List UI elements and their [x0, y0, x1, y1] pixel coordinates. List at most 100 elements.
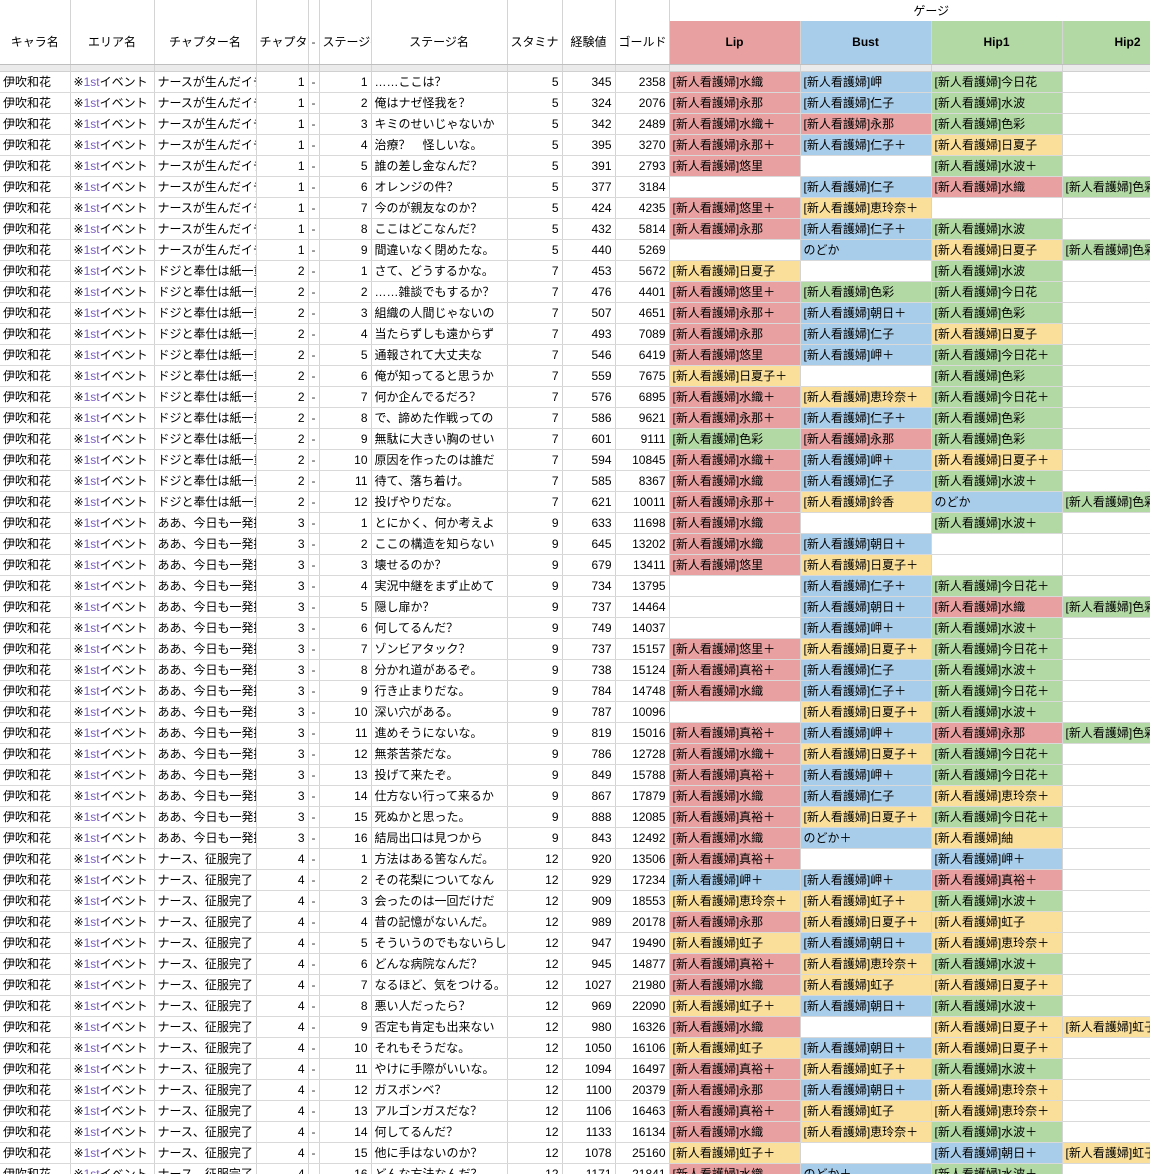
cell-stamina[interactable]: 12	[507, 1163, 563, 1174]
cell-stage-name[interactable]: とにかく、何か考えよ	[371, 512, 508, 534]
cell-gauge-hip2[interactable]	[1062, 71, 1150, 93]
cell-chapter-no[interactable]: 3	[256, 575, 309, 597]
cell-chapter-no[interactable]: 4	[256, 995, 309, 1017]
cell-gauge-lip[interactable]: [新人看護婦]水織＋	[669, 743, 801, 765]
cell-gold[interactable]: 14877	[615, 953, 670, 975]
cell-chapter-name[interactable]: ナースが生んだイチモ	[154, 239, 257, 261]
cell-gold[interactable]: 16134	[615, 1121, 670, 1143]
cell-gauge-hip1[interactable]: のどか	[931, 491, 1063, 513]
cell-gauge-lip[interactable]: [新人看護婦]日夏子＋	[669, 365, 801, 387]
table-row[interactable]: 伊吹和花※1stイベントああ、今日も一発捴れ3-14仕方ない行って来るか9867…	[0, 785, 1150, 807]
cell-gauge-hip2[interactable]: [新人看護婦]色彩	[1062, 491, 1150, 513]
cell-gauge-hip1[interactable]: [新人看護婦]恵玲奈＋	[931, 1079, 1063, 1101]
cell-stamina[interactable]: 12	[507, 932, 563, 954]
cell-chara-name[interactable]: 伊吹和花	[0, 71, 71, 93]
cell-stage-no[interactable]: 13	[319, 764, 372, 786]
cell-gold[interactable]: 2793	[615, 155, 670, 177]
cell-chapter-name[interactable]: ああ、今日も一発捴れ	[154, 617, 257, 639]
cell-gauge-bust[interactable]: [新人看護婦]仁子	[800, 659, 932, 681]
cell-chapter-no[interactable]: 2	[256, 407, 309, 429]
cell-stage-name[interactable]: 投げやりだな。	[371, 491, 508, 513]
cell-chapter-name[interactable]: ああ、今日も一発捴れ	[154, 785, 257, 807]
cell-chara-name[interactable]: 伊吹和花	[0, 470, 71, 492]
cell-chapter-no[interactable]: 4	[256, 1079, 309, 1101]
cell-gauge-hip1[interactable]: [新人看護婦]日夏子＋	[931, 1016, 1063, 1038]
cell-gauge-hip2[interactable]	[1062, 785, 1150, 807]
cell-gold[interactable]: 4235	[615, 197, 670, 219]
cell-stage-no[interactable]: 4	[319, 134, 372, 156]
cell-stamina[interactable]: 5	[507, 218, 563, 240]
cell-stamina[interactable]: 12	[507, 848, 563, 870]
cell-chara-name[interactable]: 伊吹和花	[0, 806, 71, 828]
cell-chapter-no[interactable]: 1	[256, 197, 309, 219]
cell-gold[interactable]: 5269	[615, 239, 670, 261]
cell-chara-name[interactable]: 伊吹和花	[0, 176, 71, 198]
cell-exp[interactable]: 324	[562, 92, 616, 114]
cell-gauge-lip[interactable]	[669, 701, 801, 723]
cell-gold[interactable]: 13202	[615, 533, 670, 555]
cell-area-name[interactable]: ※1stイベント	[70, 785, 155, 807]
cell-area-name[interactable]: ※1stイベント	[70, 827, 155, 849]
table-row[interactable]: 伊吹和花 ※1stイベント ナース、征服完了 4-16 どんな方法なんだ？ 12 1171 2…	[0, 1163, 1150, 1174]
cell-gauge-hip2[interactable]	[1062, 407, 1150, 429]
cell-gauge-hip1[interactable]: [新人看護婦]水波＋	[931, 1163, 1063, 1174]
cell-gauge-bust[interactable]: [新人看護婦]岬＋	[800, 449, 932, 471]
cell-gauge-bust[interactable]: のどか＋	[800, 827, 932, 849]
cell-stage-name[interactable]: ……ここは？	[371, 71, 508, 93]
cell-gauge-lip[interactable]	[669, 239, 801, 261]
column-header-chapter[interactable]: チャプター名	[154, 21, 257, 65]
cell-gauge-hip2[interactable]	[1062, 134, 1150, 156]
cell-gauge-lip[interactable]: [新人看護婦]永那	[669, 911, 801, 933]
cell-chapter-name[interactable]: ナースが生んだイチモ	[154, 155, 257, 177]
cell-chara-name[interactable]: 伊吹和花	[0, 953, 71, 975]
cell-gauge-bust[interactable]: [新人看護婦]恵玲奈＋	[800, 953, 932, 975]
cell-chapter-no[interactable]: 3	[256, 554, 309, 576]
table-row[interactable]: 伊吹和花 ※1stイベント ドジと奉仕は紙一重 2-1 さて、どうするかな。 7 453 56…	[0, 260, 1150, 282]
cell-chapter-name[interactable]: ドジと奉仕は紙一重	[154, 281, 257, 303]
cell-stage-no[interactable]: 7	[319, 197, 372, 219]
cell-chara-name[interactable]: 伊吹和花	[0, 617, 71, 639]
cell-gauge-hip1[interactable]: [新人看護婦]水波＋	[931, 659, 1063, 681]
cell-gauge-hip1[interactable]: [新人看護婦]水波＋	[931, 995, 1063, 1017]
cell-stage-name[interactable]: それもそうだな。	[371, 1037, 508, 1059]
cell-gauge-hip1[interactable]: [新人看護婦]恵玲奈＋	[931, 1100, 1063, 1122]
column-header-area[interactable]: エリア名	[70, 21, 155, 65]
cell-area-name[interactable]: ※1stイベント	[70, 638, 155, 660]
cell-stage-name[interactable]: ここの構造を知らない	[371, 533, 508, 555]
cell-chapter-no[interactable]: 1	[256, 134, 309, 156]
cell-stamina[interactable]: 5	[507, 92, 563, 114]
cell-chara-name[interactable]: 伊吹和花	[0, 869, 71, 891]
cell-stage-name[interactable]: 組織の人間じゃないの	[371, 302, 508, 324]
cell-area-name[interactable]: ※1stイベント	[70, 995, 155, 1017]
cell-stamina[interactable]: 12	[507, 890, 563, 912]
cell-stage-no[interactable]: 10	[319, 701, 372, 723]
cell-gold[interactable]: 16497	[615, 1058, 670, 1080]
cell-gauge-hip1[interactable]: [新人看護婦]日夏子＋	[931, 449, 1063, 471]
cell-gauge-lip[interactable]: [新人看護婦]日夏子	[669, 260, 801, 282]
cell-chara-name[interactable]: 伊吹和花	[0, 512, 71, 534]
cell-gauge-hip2[interactable]	[1062, 953, 1150, 975]
cell-gauge-hip2[interactable]	[1062, 302, 1150, 324]
cell-exp[interactable]: 645	[562, 533, 616, 555]
cell-stage-no[interactable]: 2	[319, 92, 372, 114]
cell-chara-name[interactable]: 伊吹和花	[0, 92, 71, 114]
cell-gauge-lip[interactable]: [新人看護婦]悠里	[669, 344, 801, 366]
cell-chara-name[interactable]: 伊吹和花	[0, 680, 71, 702]
cell-area-name[interactable]: ※1stイベント	[70, 134, 155, 156]
table-row[interactable]: 伊吹和花※1stイベントああ、今日も一発捴れ3-1とにかく、何か考えよ96331…	[0, 512, 1150, 534]
table-row[interactable]: 伊吹和花 ※1stイベント ドジと奉仕は紙一重 2-7 何か企んでるだろ？ 7 576 689…	[0, 386, 1150, 408]
cell-gauge-bust[interactable]: [新人看護婦]朝日＋	[800, 1037, 932, 1059]
cell-gold[interactable]: 16326	[615, 1016, 670, 1038]
cell-stage-no[interactable]: 2	[319, 281, 372, 303]
cell-exp[interactable]: 947	[562, 932, 616, 954]
cell-chara-name[interactable]: 伊吹和花	[0, 491, 71, 513]
cell-stage-no[interactable]: 6	[319, 176, 372, 198]
cell-gauge-hip2[interactable]	[1062, 323, 1150, 345]
table-row[interactable]: 伊吹和花※1stイベントナースが生んだイチモ1-1……ここは？53452358[…	[0, 71, 1150, 93]
cell-gauge-hip2[interactable]	[1062, 911, 1150, 933]
cell-stamina[interactable]: 7	[507, 491, 563, 513]
cell-gauge-hip2[interactable]	[1062, 1163, 1150, 1174]
cell-chapter-name[interactable]: ナース、征服完了	[154, 890, 257, 912]
cell-exp[interactable]: 969	[562, 995, 616, 1017]
cell-chara-name[interactable]: 伊吹和花	[0, 1163, 71, 1174]
